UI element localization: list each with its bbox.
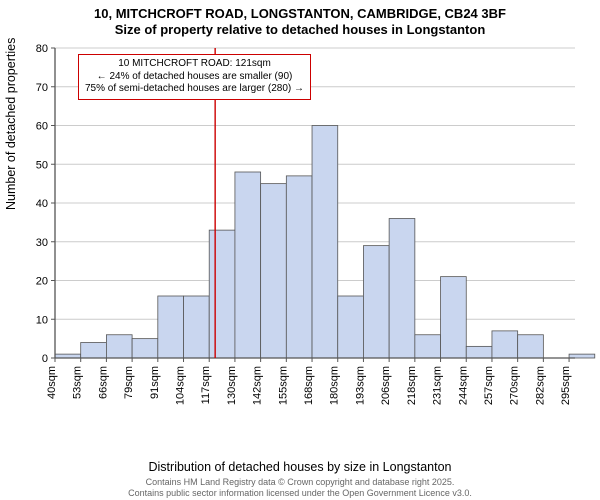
annotation-line-3: 75% of semi-detached houses are larger (…	[85, 83, 304, 96]
chart-container: 10, MITCHCROFT ROAD, LONGSTANTON, CAMBRI…	[0, 0, 600, 500]
x-tick-label: 282sqm	[534, 366, 546, 405]
svg-text:30: 30	[36, 237, 48, 249]
x-tick-label: 231sqm	[432, 366, 444, 405]
svg-text:70: 70	[36, 82, 48, 94]
svg-text:0: 0	[42, 353, 48, 365]
svg-text:60: 60	[36, 121, 48, 133]
y-axis-label: Number of detached properties	[4, 38, 18, 210]
x-tick-label: 40sqm	[46, 366, 58, 399]
x-tick-label: 180sqm	[329, 366, 341, 405]
x-tick-label: 91sqm	[149, 366, 161, 399]
x-tick-label: 193sqm	[354, 366, 366, 405]
x-tick-label: 142sqm	[252, 366, 264, 405]
x-tick-label: 270sqm	[509, 366, 521, 405]
histogram-bar	[518, 335, 544, 358]
x-tick-label: 155sqm	[277, 366, 289, 405]
plot-area: 0102030405060708040sqm53sqm66sqm79sqm91s…	[55, 48, 575, 408]
histogram-bar	[466, 346, 492, 358]
x-tick-label: 79sqm	[123, 366, 135, 399]
histogram-bar	[286, 176, 312, 358]
svg-text:80: 80	[36, 43, 48, 55]
histogram-bar	[261, 184, 287, 358]
title-line-1: 10, MITCHCROFT ROAD, LONGSTANTON, CAMBRI…	[0, 6, 600, 22]
histogram-bar	[81, 343, 107, 359]
histogram-bar	[389, 219, 415, 359]
svg-text:50: 50	[36, 159, 48, 171]
histogram-bar	[441, 277, 467, 358]
histogram-bar	[184, 296, 210, 358]
x-tick-label: 117sqm	[200, 366, 212, 404]
svg-text:40: 40	[36, 198, 48, 210]
chart-titles: 10, MITCHCROFT ROAD, LONGSTANTON, CAMBRI…	[0, 0, 600, 37]
svg-text:20: 20	[36, 276, 48, 288]
histogram-bar	[492, 331, 518, 358]
annotation-line-1: 10 MITCHCROFT ROAD: 121sqm	[85, 58, 304, 71]
histogram-bar	[312, 126, 338, 359]
histogram-bar	[106, 335, 132, 358]
x-tick-label: 53sqm	[72, 366, 84, 399]
x-tick-label: 257sqm	[483, 366, 495, 405]
title-line-2: Size of property relative to detached ho…	[0, 22, 600, 38]
x-tick-label: 66sqm	[97, 366, 109, 399]
x-tick-label: 168sqm	[303, 366, 315, 405]
footer-line-1: Contains HM Land Registry data © Crown c…	[0, 477, 600, 487]
histogram-bar	[363, 246, 389, 358]
histogram-bar	[338, 296, 364, 358]
x-tick-label: 104sqm	[175, 366, 187, 405]
svg-text:10: 10	[36, 314, 48, 326]
histogram-bar	[415, 335, 441, 358]
plot-svg: 0102030405060708040sqm53sqm66sqm79sqm91s…	[55, 48, 575, 408]
x-axis-label: Distribution of detached houses by size …	[0, 460, 600, 474]
x-tick-label: 295sqm	[560, 366, 572, 405]
x-tick-label: 244sqm	[457, 366, 469, 405]
x-tick-label: 206sqm	[380, 366, 392, 405]
annotation-line-2: ← 24% of detached houses are smaller (90…	[85, 71, 304, 84]
histogram-bar	[132, 339, 158, 358]
x-tick-label: 130sqm	[226, 366, 238, 405]
x-tick-label: 218sqm	[406, 366, 418, 405]
histogram-bar	[158, 296, 184, 358]
annotation-box: 10 MITCHCROFT ROAD: 121sqm ← 24% of deta…	[78, 54, 311, 100]
footer-attribution: Contains HM Land Registry data © Crown c…	[0, 477, 600, 498]
histogram-bar	[235, 172, 261, 358]
histogram-bar	[209, 230, 235, 358]
footer-line-2: Contains public sector information licen…	[0, 488, 600, 498]
